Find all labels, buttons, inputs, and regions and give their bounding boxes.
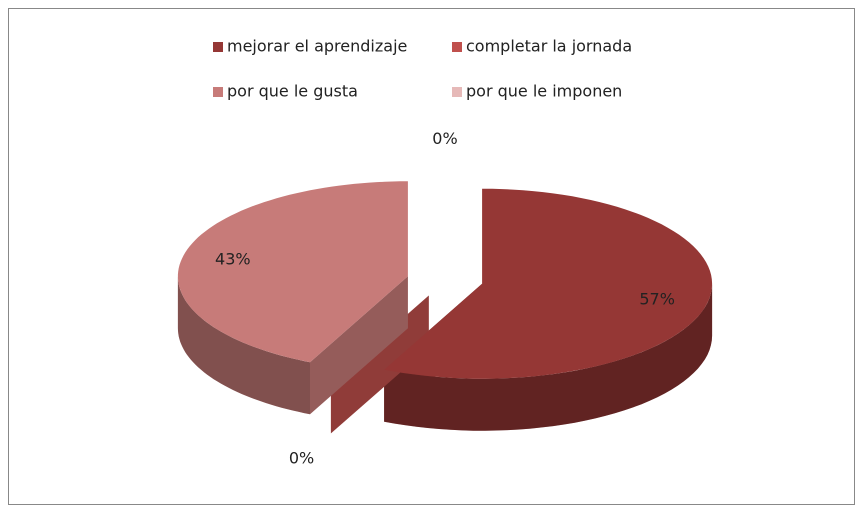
slice-face-shade (310, 276, 408, 415)
slice-wall (384, 283, 713, 431)
legend-label: mejorar el aprendizaje (227, 37, 407, 56)
slice (384, 188, 713, 379)
slice-wall-shade (177, 276, 310, 415)
slice (177, 181, 408, 363)
legend-swatch (213, 42, 223, 52)
legend-swatch (452, 87, 462, 97)
legend-label: completar la jornada (466, 37, 632, 56)
slice-wall (177, 276, 310, 415)
legend-swatch (452, 42, 462, 52)
slice-face (310, 276, 408, 415)
pie-tops (177, 181, 713, 379)
slice-wall-shade (384, 283, 713, 431)
data-label: 57% (639, 289, 675, 308)
data-label: 0% (289, 449, 314, 468)
legend-swatch (213, 87, 223, 97)
data-label: 0% (432, 129, 457, 148)
legend-label: por que le imponen (466, 82, 622, 101)
legend-label: por que le gusta (227, 82, 358, 101)
chart-frame (8, 8, 855, 505)
data-label: 43% (215, 250, 251, 269)
